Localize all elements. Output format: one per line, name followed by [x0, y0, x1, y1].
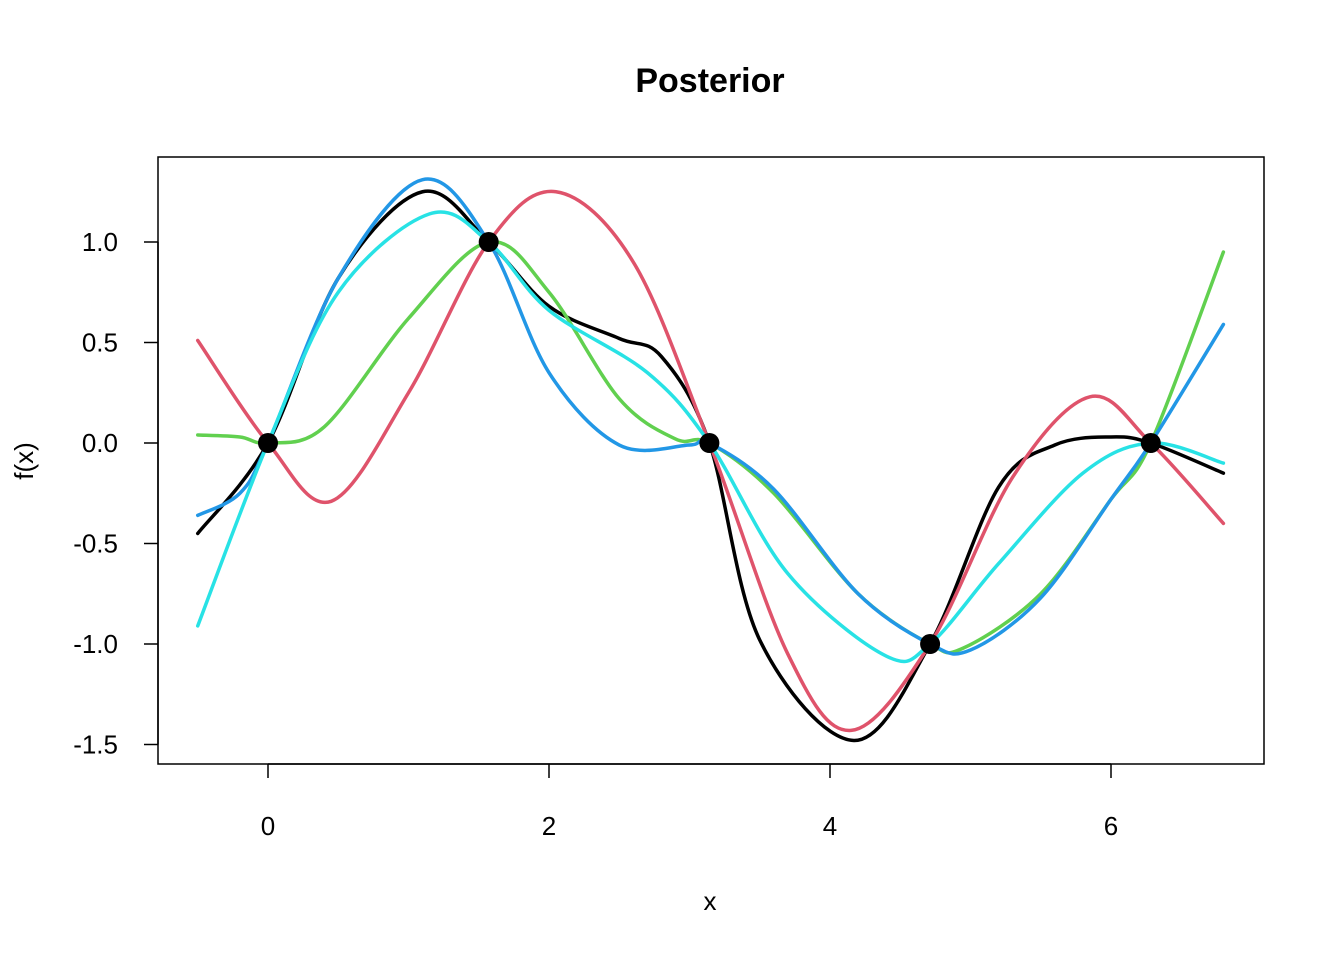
observation-point: [699, 433, 720, 453]
y-tick-label: -1.0: [73, 629, 118, 659]
observation-point: [478, 232, 499, 252]
series-layer: [196, 177, 1226, 743]
x-tick-label: 2: [542, 811, 556, 841]
observation-point: [258, 433, 278, 453]
x-axis: 0 2 4 6: [261, 763, 1118, 841]
observation-point: [1140, 433, 1161, 453]
y-tick-label: -1.5: [73, 730, 118, 760]
y-tick-label: 0.0: [82, 428, 118, 458]
x-axis-label: x: [704, 886, 717, 916]
x-tick-label: 0: [261, 811, 275, 841]
x-tick-label: 4: [823, 811, 837, 841]
y-axis-label: f(x): [9, 442, 39, 480]
chart-title: Posterior: [635, 62, 784, 100]
y-tick-label: 1.0: [82, 227, 118, 257]
observation-point: [920, 634, 941, 654]
series-line-5: [196, 210, 1226, 664]
y-tick-label: -0.5: [73, 529, 118, 559]
series-line-4: [196, 177, 1226, 656]
x-tick-label: 6: [1104, 811, 1118, 841]
observation-points: [258, 232, 1161, 654]
y-axis: -1.5 -1.0 -0.5 0.0 0.5 1.0: [73, 227, 159, 760]
y-tick-label: 0.5: [82, 328, 118, 358]
